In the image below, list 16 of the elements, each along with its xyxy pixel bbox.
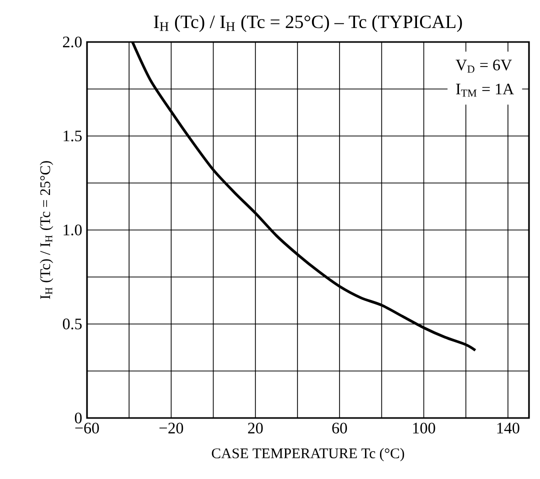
y-tick-label: 2.0 <box>63 36 82 48</box>
x-tick-label: 140 <box>497 422 520 434</box>
x-tick-label: −20 <box>159 422 184 434</box>
y-tick-label: 0 <box>74 412 82 424</box>
x-tick-label: 60 <box>332 422 347 434</box>
x-tick-label: 100 <box>413 422 436 434</box>
y-tick-label: 0.5 <box>62 318 82 330</box>
y-axis-title: I$_{H}$ (Tc) / I$_{H}$ (Tc = 25°C) <box>40 161 54 299</box>
annotation: V$_{D}$ = 6V <box>456 60 512 73</box>
annotation: I$_{TM}$ = 1A <box>456 84 514 97</box>
x-axis-title: CASE TEMPERATURE Tc (°C) <box>212 448 404 462</box>
y-tick-label: 1.5 <box>64 130 82 142</box>
x-tick-label: −60 <box>75 422 99 434</box>
chart-title: I$_{H}$ (Tc) / I$_{H}$ (Tc = 25°C) – Tc (TYPICAL) <box>154 15 462 32</box>
y-tick-label: 1.0 <box>64 224 82 236</box>
x-tick-label: 20 <box>248 422 263 434</box>
